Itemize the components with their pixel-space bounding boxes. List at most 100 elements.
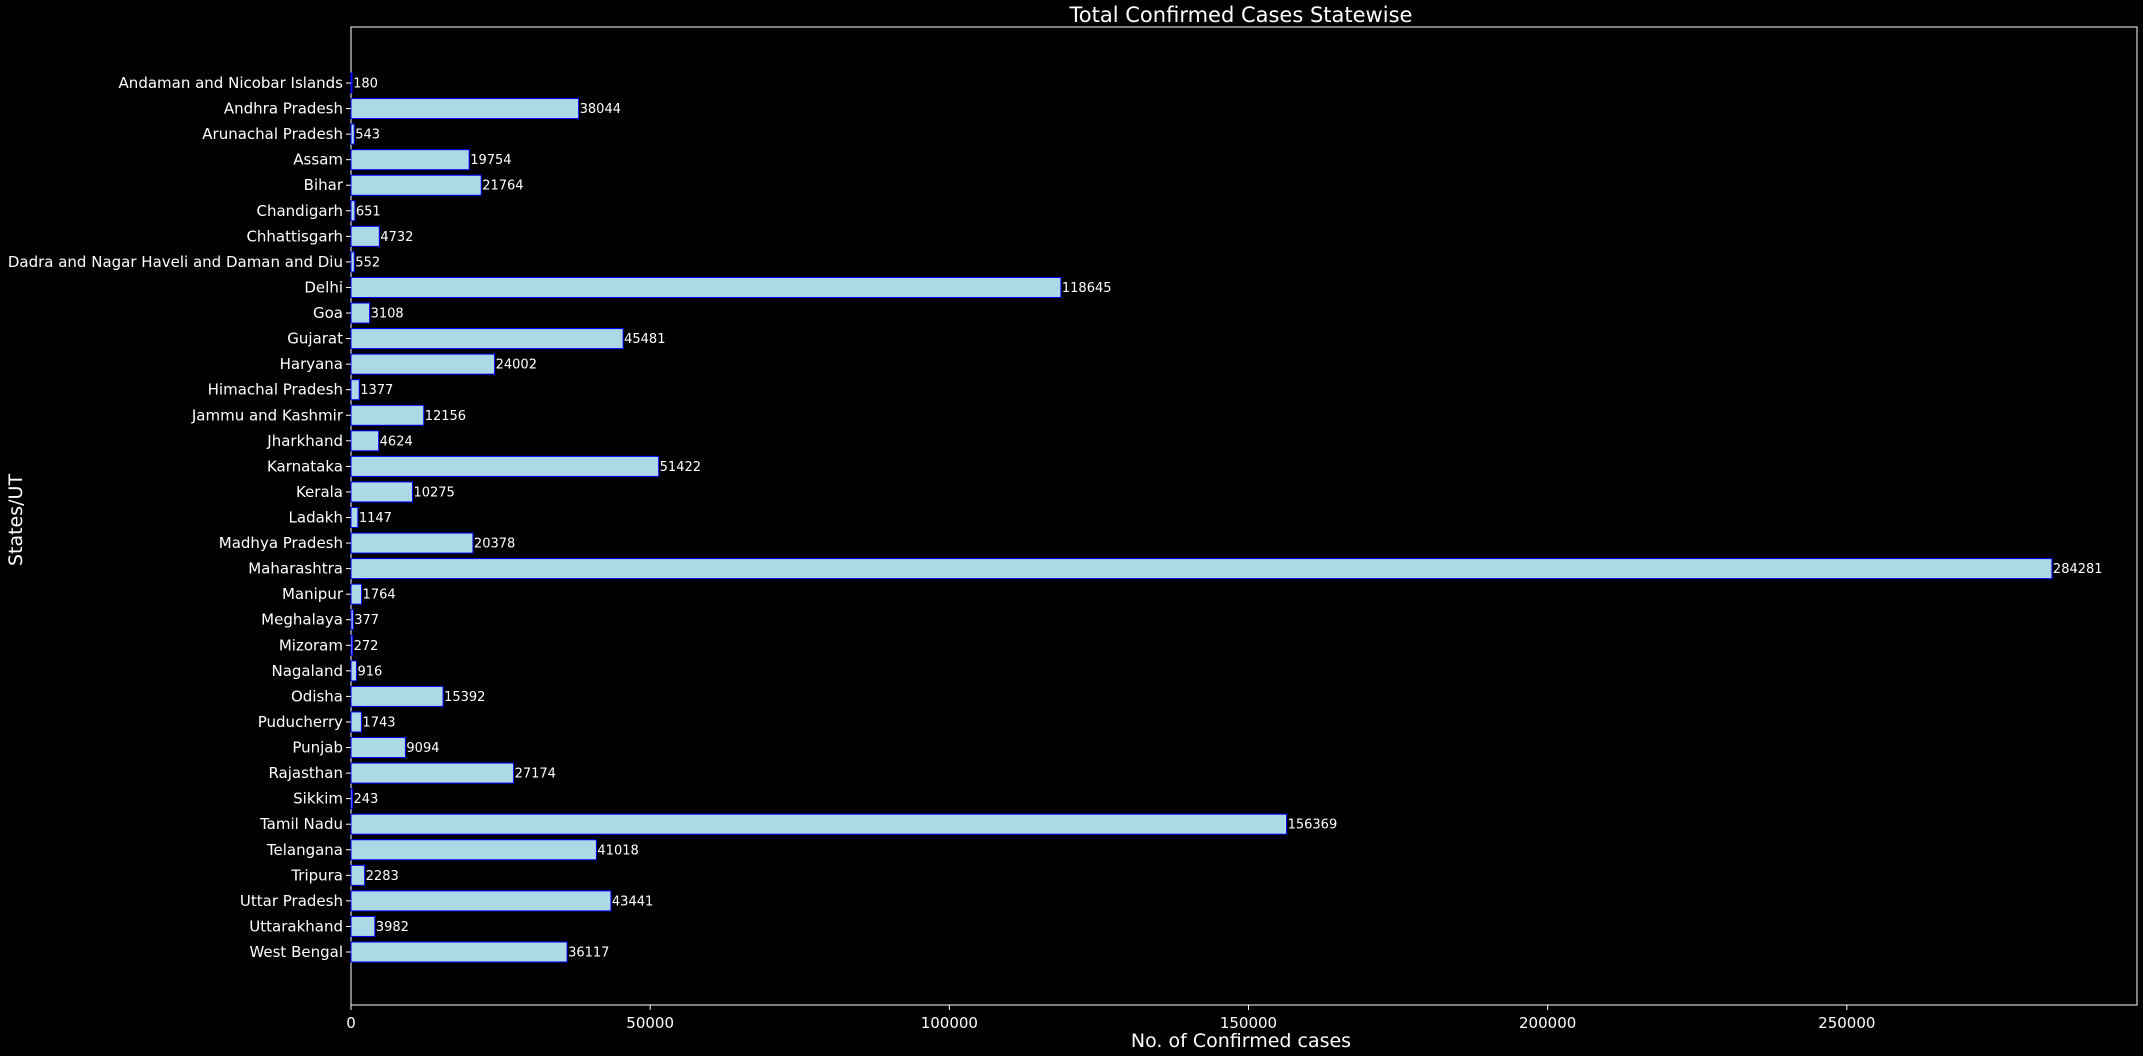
y-tick-label: Gujarat: [287, 330, 343, 348]
y-tick-label: Andhra Pradesh: [224, 100, 343, 118]
bar: [350, 941, 568, 963]
bar-value-label: 12156: [425, 409, 466, 424]
bar-value-label: 916: [357, 664, 382, 679]
bar: [350, 276, 1062, 298]
bar-value-label: 10275: [413, 485, 454, 500]
bar: [350, 609, 354, 631]
y-tick-label: Rajasthan: [268, 764, 343, 782]
bar-value-label: 3108: [371, 307, 404, 322]
bar-value-label: 43441: [612, 894, 653, 909]
bar-value-label: 20378: [474, 537, 515, 552]
y-tick-label: Assam: [293, 151, 343, 169]
bar-value-label: 51422: [660, 460, 701, 475]
bar: [350, 660, 357, 682]
x-tick-label: 100000: [921, 1014, 978, 1032]
y-tick-label: Meghalaya: [261, 611, 343, 629]
y-tick-label: Ladakh: [289, 509, 343, 527]
bar-value-label: 2283: [366, 869, 399, 884]
y-tick-label: Andaman and Nicobar Islands: [119, 74, 344, 92]
plot-area-frame: [350, 26, 2138, 1006]
x-tick-label: 50000: [626, 1014, 674, 1032]
bar-value-label: 1764: [363, 588, 396, 603]
bar-value-label: 24002: [496, 358, 537, 373]
y-tick-label: Nagaland: [271, 662, 343, 680]
bar: [350, 149, 470, 171]
x-axis: 0 50000 100000 150000 200000 250000: [346, 1005, 1875, 1032]
y-tick-label: Chandigarh: [257, 202, 344, 220]
bar-value-label: 4732: [380, 230, 413, 245]
bar-value-label: 543: [355, 128, 380, 143]
bar: [350, 711, 362, 733]
y-tick-label: Chhattisgarh: [246, 227, 343, 245]
y-axis: Andaman and Nicobar Islands Andhra Prades…: [8, 74, 351, 961]
bar: [350, 507, 359, 528]
bar: [350, 430, 380, 452]
bar-value-label: 180: [353, 77, 378, 92]
bar-value-label: 38044: [580, 102, 621, 117]
y-tick-label: Punjab: [292, 739, 343, 757]
bar-value-label: 651: [356, 204, 381, 219]
chart-title: Total Confirmed Cases Statewise: [1069, 3, 1413, 27]
y-tick-label: Madhya Pradesh: [219, 534, 343, 552]
bar: [350, 404, 425, 426]
y-axis-label: States/UT: [5, 474, 27, 566]
bar-value-label: 1147: [359, 511, 392, 526]
y-tick-label: Haryana: [280, 355, 343, 373]
bar: [350, 839, 597, 861]
bar-value-label: 243: [353, 792, 378, 807]
y-tick-label: Delhi: [304, 278, 343, 296]
x-axis-label: No. of Confirmed cases: [1131, 1030, 1351, 1052]
y-tick-label: West Bengal: [249, 943, 343, 961]
bar: [350, 455, 660, 477]
bar: [350, 788, 353, 810]
y-tick-label: Kerala: [296, 483, 343, 501]
bar: [350, 915, 376, 937]
y-tick-label: Tripura: [290, 866, 343, 884]
bar-value-label: 272: [354, 639, 379, 654]
bar: [350, 123, 355, 145]
bar-value-label: 36117: [568, 946, 609, 961]
bar-value-label: 15392: [444, 690, 485, 705]
y-tick-label: Uttar Pradesh: [240, 892, 343, 910]
y-tick-label: Arunachal Pradesh: [202, 125, 343, 143]
bar-value-label: 19754: [470, 153, 511, 168]
bar: [350, 762, 515, 784]
bar-value-label: 118645: [1062, 281, 1112, 296]
bar-value-label: 1743: [362, 715, 395, 730]
y-tick-label: Goa: [313, 304, 343, 322]
y-tick-label: Maharashtra: [248, 560, 343, 578]
bar: [350, 225, 380, 247]
bar: [350, 532, 474, 554]
x-tick-label: 0: [346, 1014, 356, 1032]
bar-value-label: 3982: [376, 920, 409, 935]
bar: [350, 200, 356, 222]
bar: [350, 481, 413, 503]
bar: [350, 251, 355, 273]
bar-value-label: 41018: [597, 843, 638, 858]
y-tick-label: Telangana: [266, 841, 343, 859]
bar: [350, 634, 354, 656]
bar: [350, 98, 580, 120]
y-tick-label: Manipur: [282, 585, 344, 603]
bar-value-label: 284281: [2053, 562, 2103, 577]
bar: [350, 353, 496, 375]
y-tick-label: Uttarakhand: [249, 917, 343, 935]
y-tick-label: Bihar: [304, 176, 344, 194]
bar: [350, 379, 360, 401]
bar-value-label: 27174: [515, 767, 556, 782]
y-tick-label: Jammu and Kashmir: [191, 406, 344, 424]
bar: [350, 737, 406, 759]
bar-value-label: 552: [355, 255, 380, 270]
y-tick-label: Tamil Nadu: [259, 815, 343, 833]
bar: [350, 174, 482, 196]
bar-value-label: 9094: [406, 741, 439, 756]
bar: [350, 72, 353, 94]
x-tick-label: 150000: [1220, 1014, 1277, 1032]
x-tick-label: 250000: [1818, 1014, 1875, 1032]
bar-value-label: 377: [354, 613, 379, 628]
y-tick-label: Puducherry: [258, 713, 343, 731]
y-tick-label: Himachal Pradesh: [208, 381, 343, 399]
bar: [350, 328, 624, 350]
